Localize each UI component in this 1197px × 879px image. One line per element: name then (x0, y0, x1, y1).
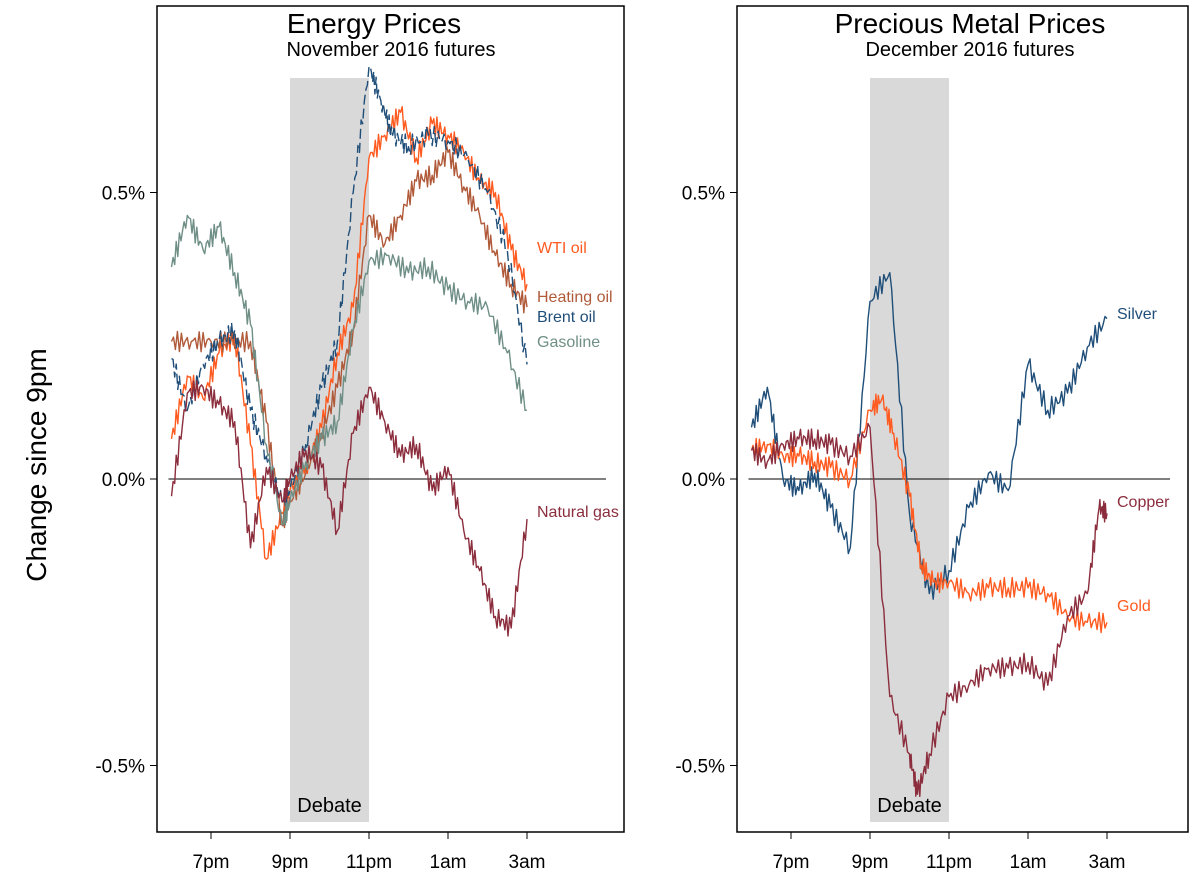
y-tick-label: 0.0% (102, 470, 145, 491)
chart-title: Energy Prices (287, 8, 461, 39)
series-line-copper (750, 422, 1108, 797)
series-label-wti-oil: WTI oil (537, 240, 587, 257)
y-tick-label: 0.5% (102, 184, 145, 205)
x-tick-label: 9pm (852, 852, 889, 873)
chart-subtitle: December 2016 futures (865, 39, 1074, 61)
x-tick-label: 9pm (272, 852, 309, 873)
series-layer (750, 272, 1108, 797)
series-label-copper: Copper (1117, 494, 1170, 511)
figure-y-axis-label: Change since 9pm (21, 348, 52, 581)
y-tick-label: 0.5% (682, 184, 725, 205)
series-label-silver: Silver (1117, 306, 1158, 323)
series-label-heating-oil: Heating oil (537, 289, 613, 306)
y-axis-ticks: 0.5% 0.0% -0.5% (95, 184, 157, 778)
chart-subtitle: November 2016 futures (286, 39, 495, 61)
series-layer (170, 65, 528, 637)
x-tick-label: 1am (430, 852, 467, 873)
series-label-natural-gas: Natural gas (537, 504, 619, 521)
x-tick-label: 11pm (926, 852, 972, 873)
energy-prices-chart: 0.5% 0.0% -0.5% 7pm 9pm 11pm 1am 3am WTI oil He… (95, 5, 625, 873)
debate-label: Debate (297, 795, 362, 817)
x-axis-ticks: 7pm 9pm 11pm 1am 3am (193, 832, 546, 873)
series-line-natural-gas (170, 380, 528, 637)
x-axis-ticks: 7pm 9pm 11pm 1am 3am (773, 832, 1126, 873)
x-tick-label: 7pm (193, 852, 230, 873)
series-labels: WTI oil Heating oil Brent oil Gasoline Natur… (537, 240, 619, 521)
plot-frame (736, 5, 1189, 833)
debate-shaded-region (870, 78, 949, 822)
series-label-gasoline: Gasoline (537, 334, 600, 351)
y-tick-label: -0.5% (95, 757, 145, 778)
series-labels: Silver Gold Copper (1117, 306, 1170, 615)
plot-frame (156, 5, 625, 833)
chart-title: Precious Metal Prices (835, 8, 1106, 39)
x-tick-label: 3am (1089, 852, 1126, 873)
y-tick-label: 0.0% (682, 470, 725, 491)
series-label-gold: Gold (1117, 598, 1151, 615)
series-line-gasoline (170, 214, 528, 526)
series-line-gold (750, 393, 1108, 634)
x-tick-label: 3am (509, 852, 546, 873)
x-tick-label: 7pm (773, 852, 810, 873)
series-line-brent-oil (171, 65, 528, 508)
series-label-brent-oil: Brent oil (537, 309, 596, 326)
x-tick-label: 1am (1010, 852, 1047, 873)
debate-label: Debate (877, 795, 942, 817)
precious-metal-prices-chart: 0.5% 0.0% -0.5% 7pm 9pm 11pm 1am 3am Silver Gol… (675, 5, 1189, 873)
x-tick-label: 11pm (346, 852, 392, 873)
y-axis-ticks: 0.5% 0.0% -0.5% (675, 184, 737, 778)
y-tick-label: -0.5% (675, 757, 725, 778)
